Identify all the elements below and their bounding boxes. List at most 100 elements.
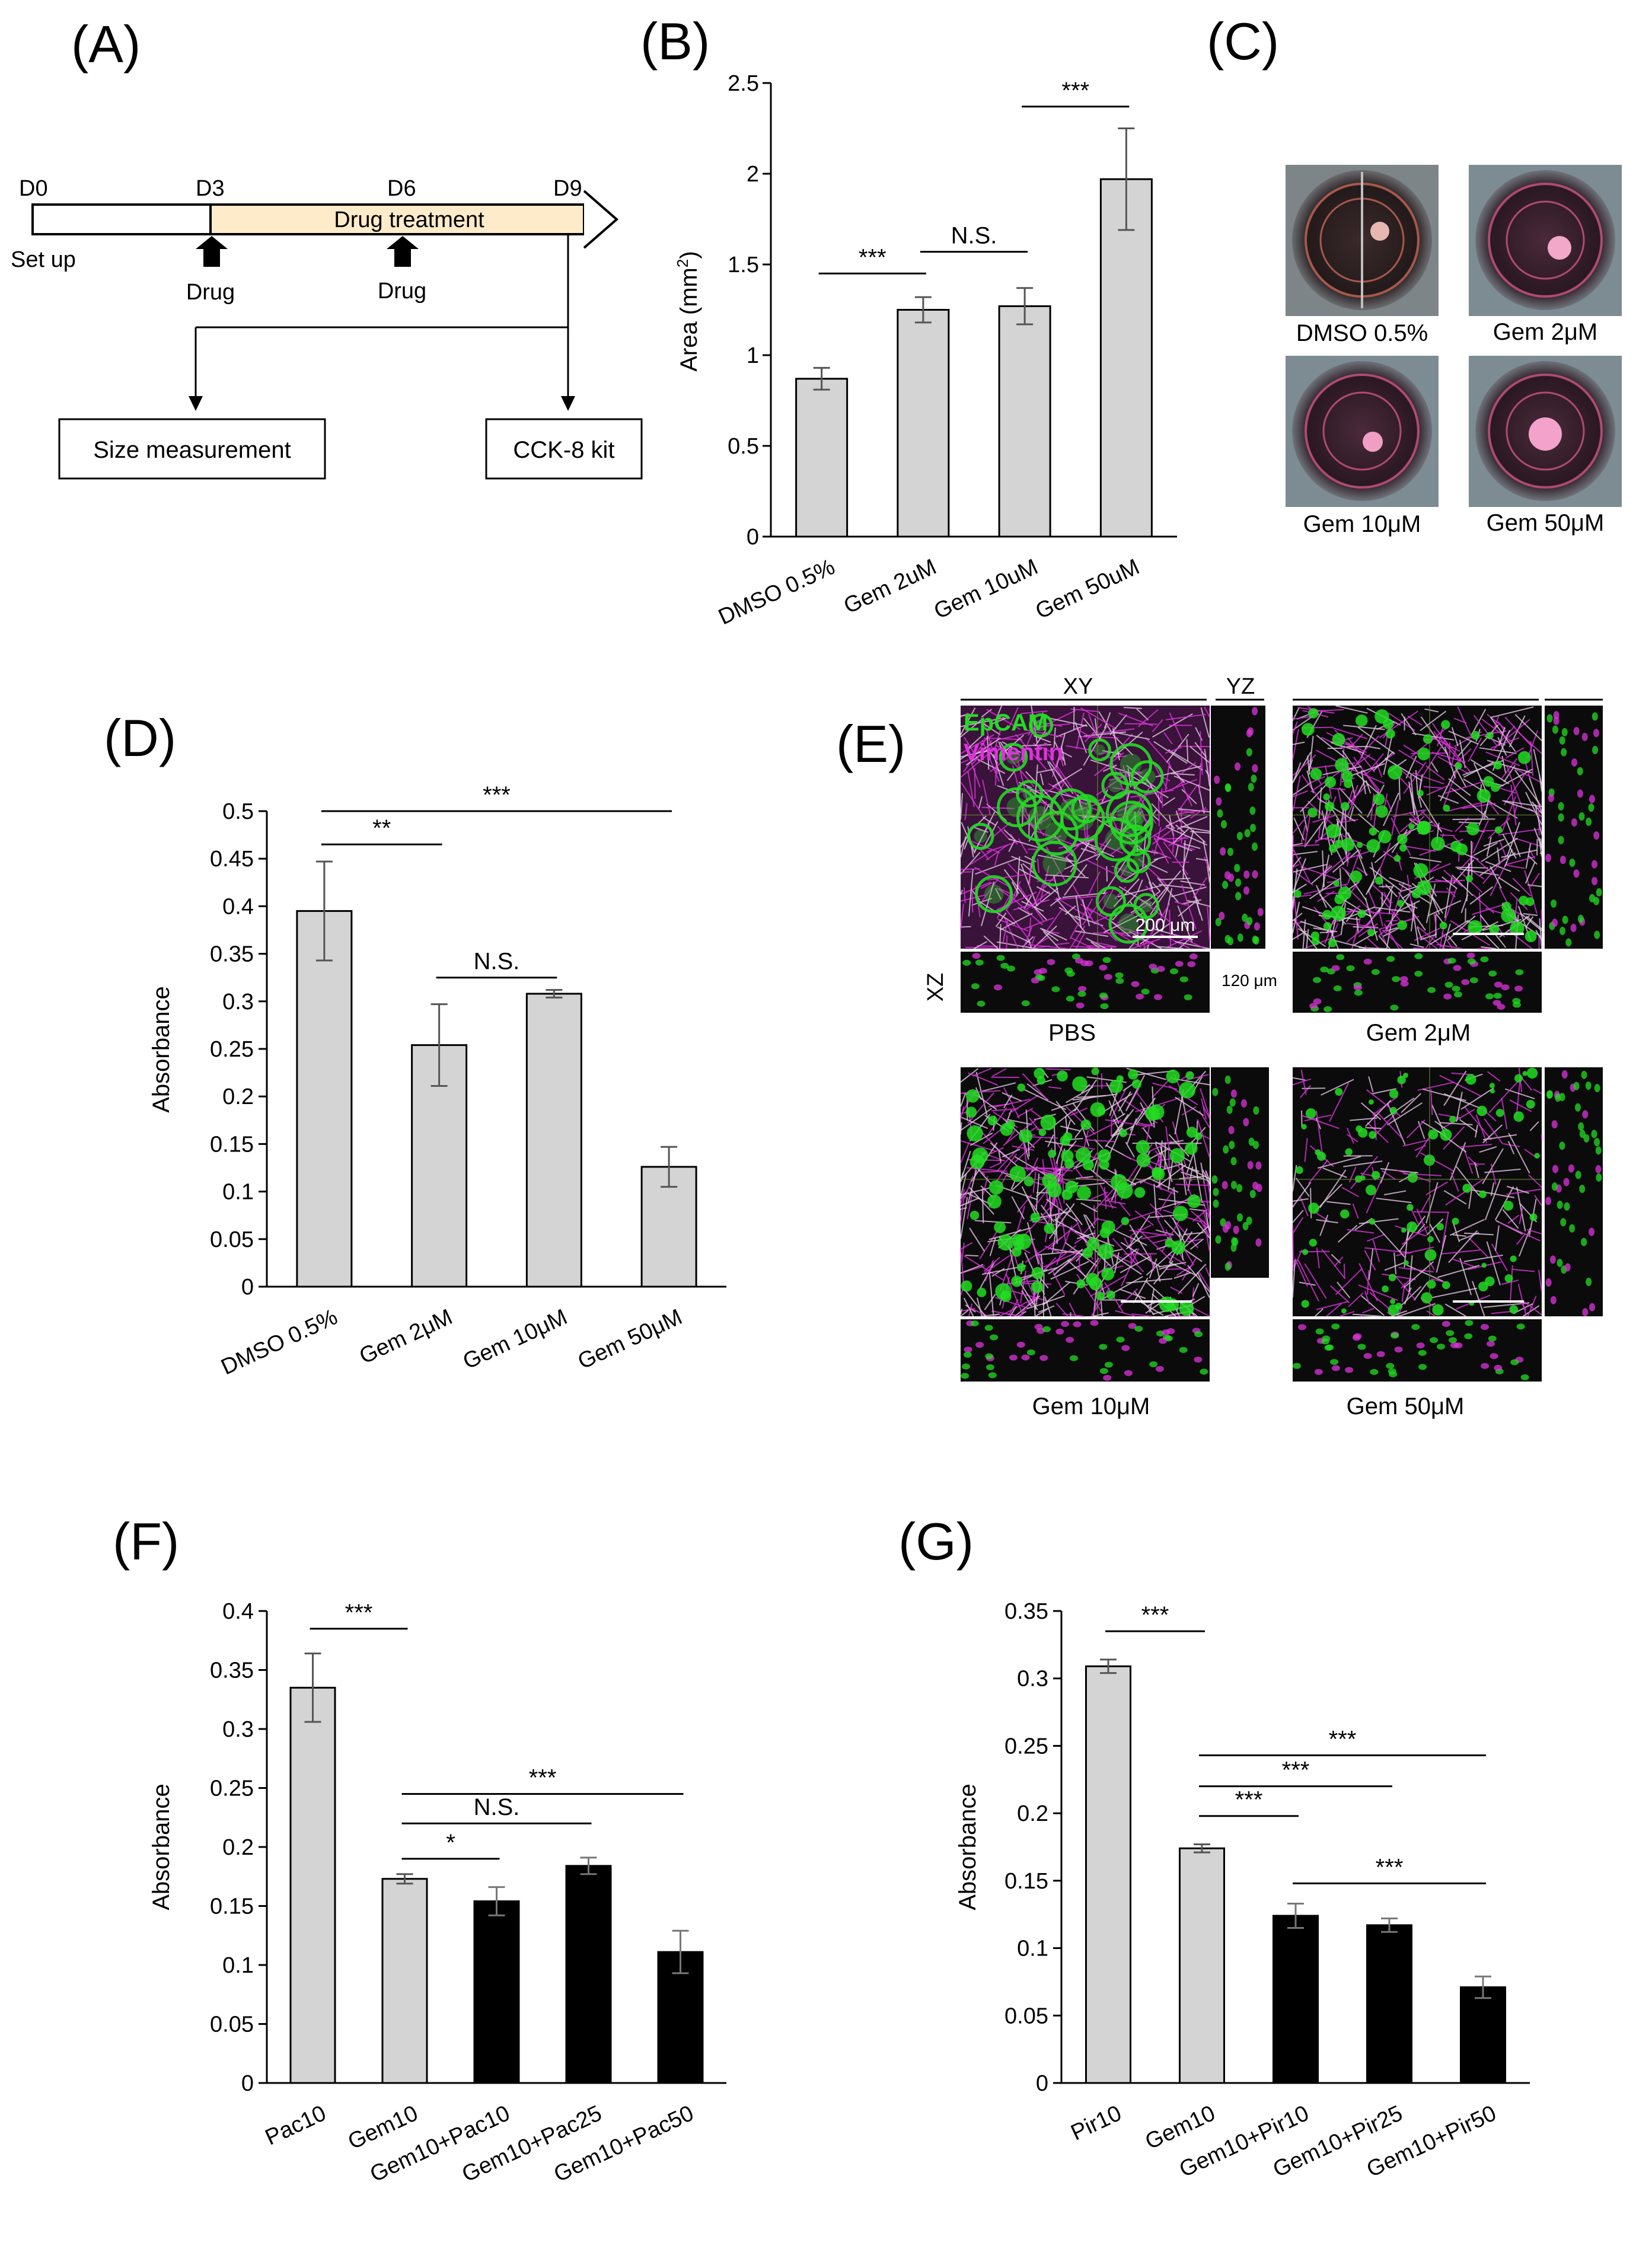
- vimentin-fiber: [1061, 1218, 1066, 1243]
- vimentin-fiber: [1192, 1208, 1208, 1222]
- vimentin-fiber: [1470, 853, 1495, 876]
- side-view-signal: [1233, 1226, 1239, 1234]
- vimentin-fiber: [1398, 1267, 1434, 1272]
- epcam-cell: [1324, 776, 1337, 788]
- y-tick-label: 0.35: [210, 1658, 254, 1683]
- side-view-signal: [1031, 977, 1039, 984]
- vimentin-fiber: [1421, 1121, 1444, 1135]
- epcam-cell: [1404, 1260, 1409, 1266]
- side-view-signal: [1330, 1358, 1339, 1365]
- cck8-label: CCK-8 kit: [513, 437, 614, 463]
- side-view-signal: [1324, 1344, 1333, 1351]
- vimentin-fiber: [1159, 883, 1194, 889]
- epcam-cell: [1411, 889, 1421, 899]
- vimentin-fiber: [1035, 830, 1079, 847]
- epcam-cell: [1095, 1291, 1105, 1301]
- epcam-organoid-core: [1118, 913, 1139, 934]
- epcam-cell: [1397, 920, 1408, 930]
- side-view-signal: [1418, 1350, 1427, 1356]
- epcam-cell: [1390, 1299, 1396, 1304]
- vimentin-fiber: [1045, 874, 1089, 879]
- vimentin-fiber: [987, 736, 990, 770]
- vimentin-fiber: [1076, 1176, 1093, 1179]
- vimentin-fiber: [1192, 1283, 1200, 1297]
- epcam-cell: [1061, 1150, 1074, 1163]
- side-view-signal: [996, 955, 1005, 961]
- vimentin-fiber: [1367, 1270, 1370, 1295]
- vimentin-fiber: [1203, 1179, 1210, 1218]
- vimentin-fiber: [1473, 842, 1498, 856]
- vimentin-fiber: [1407, 715, 1423, 726]
- vimentin-fiber: [960, 1092, 967, 1107]
- y-tick-label: 0.25: [210, 1037, 254, 1062]
- side-view-signal: [1561, 748, 1567, 757]
- vimentin-fiber: [1313, 927, 1338, 933]
- epcam-cell: [1513, 1111, 1524, 1122]
- side-view-signal: [1243, 886, 1250, 895]
- vimentin-fiber: [989, 1162, 1002, 1169]
- side-view-signal: [1131, 981, 1140, 987]
- side-view-signal: [1578, 812, 1585, 821]
- chart-g: 00.050.10.150.20.250.30.35AbsorbancePir1…: [955, 1599, 1530, 2183]
- vimentin-fiber: [978, 877, 1000, 907]
- vimentin-fiber: [1312, 814, 1337, 823]
- epcam-cell: [997, 1234, 1014, 1251]
- vimentin-fiber: [1155, 1143, 1162, 1156]
- vimentin-fiber: [960, 1068, 979, 1083]
- vimentin-fiber: [1044, 1296, 1052, 1317]
- vimentin-fiber: [1002, 920, 1009, 943]
- vimentin-fiber: [1385, 894, 1411, 930]
- vimentin-fiber: [1295, 1178, 1310, 1197]
- epcam-cell: [1331, 905, 1346, 921]
- vimentin-fiber: [1130, 789, 1174, 798]
- vimentin-fiber: [1332, 849, 1360, 873]
- vimentin-fiber: [1512, 878, 1532, 897]
- epcam-cell: [1101, 1220, 1115, 1234]
- epcam-organoid: [1034, 811, 1079, 856]
- vimentin-fiber: [1159, 788, 1163, 800]
- significance-label: N.S.: [474, 949, 520, 975]
- vimentin-fiber: [1141, 1233, 1166, 1240]
- epcam-cell: [1424, 1249, 1437, 1261]
- side-view-signal: [1228, 873, 1235, 882]
- spheroid: [1529, 417, 1562, 451]
- epcam-cell: [1385, 729, 1395, 739]
- side-view-signal: [1213, 1200, 1219, 1208]
- side-view-signal: [1251, 842, 1258, 851]
- vimentin-fiber: [1393, 1252, 1397, 1275]
- vimentin-fiber: [1007, 1299, 1019, 1316]
- side-view-signal: [1427, 987, 1436, 993]
- vimentin-fiber: [974, 827, 988, 833]
- vimentin-fiber: [1172, 828, 1189, 844]
- significance-label: ***: [1235, 1787, 1263, 1813]
- epcam-cell: [1186, 1127, 1198, 1138]
- vimentin-fiber: [963, 737, 988, 773]
- vimentin-fiber: [1002, 1149, 1020, 1158]
- vimentin-fiber: [1503, 1143, 1520, 1147]
- epcam-organoid: [1108, 904, 1149, 944]
- vimentin-fiber: [1292, 741, 1305, 745]
- vimentin-fiber: [1002, 741, 1021, 754]
- vimentin-fiber: [1434, 1121, 1449, 1131]
- vimentin-fiber: [1352, 1203, 1359, 1219]
- side-view-signal: [1494, 981, 1503, 988]
- vimentin-fiber: [967, 1092, 994, 1124]
- vimentin-fiber: [1208, 759, 1210, 785]
- epcam-cell: [1134, 1187, 1146, 1198]
- vimentin-fiber: [1329, 1082, 1350, 1122]
- vimentin-fiber: [1527, 855, 1538, 865]
- vimentin-fiber: [960, 1189, 965, 1205]
- vimentin-fiber: [969, 1227, 985, 1252]
- vimentin-fiber: [960, 904, 964, 930]
- side-view-signal: [1466, 952, 1475, 959]
- vimentin-fiber: [1361, 1295, 1385, 1316]
- image-pane: [1293, 952, 1542, 1013]
- epcam-cell: [1452, 1217, 1459, 1225]
- vimentin-fiber: [1186, 739, 1189, 762]
- epcam-cell: [1000, 1290, 1012, 1302]
- vimentin-fiber: [1443, 1190, 1467, 1205]
- vimentin-fiber: [1047, 1134, 1054, 1147]
- vimentin-fiber: [1339, 1310, 1355, 1317]
- vimentin-fiber: [1105, 1082, 1124, 1116]
- vimentin-fiber: [1351, 763, 1385, 777]
